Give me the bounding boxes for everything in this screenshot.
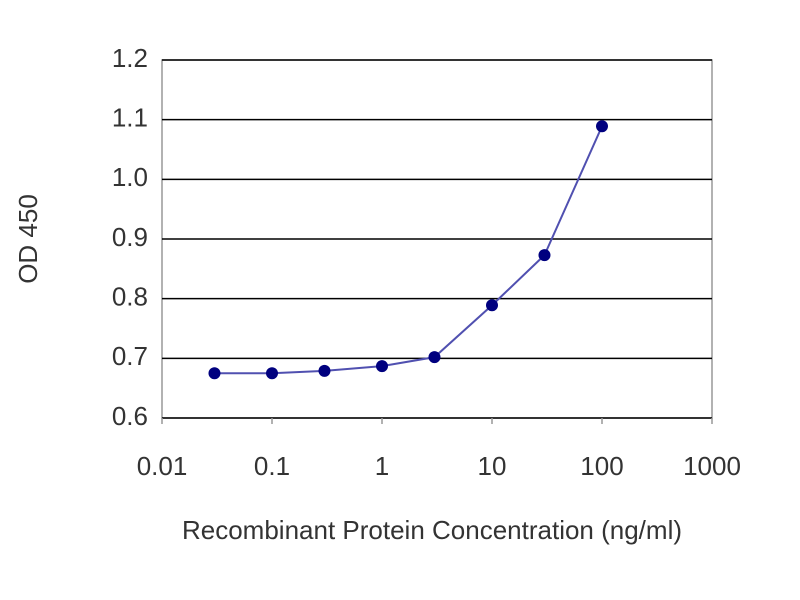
y-tick-label: 1.0 [112, 162, 148, 192]
x-tick-label: 0.01 [137, 451, 188, 481]
y-axis-label: OD 450 [13, 194, 43, 284]
point [428, 351, 441, 364]
point [538, 249, 551, 262]
point [596, 120, 608, 133]
y-tick-label: 0.7 [112, 341, 148, 371]
x-tick-label: 0.1 [254, 451, 290, 481]
y-tick-label: 0.6 [112, 401, 148, 431]
x-tick-label: 1000 [683, 451, 741, 481]
x-tick-label: 10 [478, 451, 507, 481]
y-tick-label: 1.2 [112, 43, 148, 73]
point [208, 367, 221, 380]
point [486, 299, 498, 312]
x-tick-label: 1 [375, 451, 389, 481]
point [318, 364, 331, 377]
y-tick-label: 0.9 [112, 222, 148, 252]
point [376, 360, 388, 373]
line [214, 125, 603, 375]
y-tick-label: 1.1 [112, 103, 148, 133]
x-axis-label: Recombinant Protein Concentration (ng/ml… [182, 515, 682, 545]
x-tick-label: 100 [580, 451, 623, 481]
point [266, 367, 278, 380]
y-tick-label: 0.8 [112, 282, 148, 312]
